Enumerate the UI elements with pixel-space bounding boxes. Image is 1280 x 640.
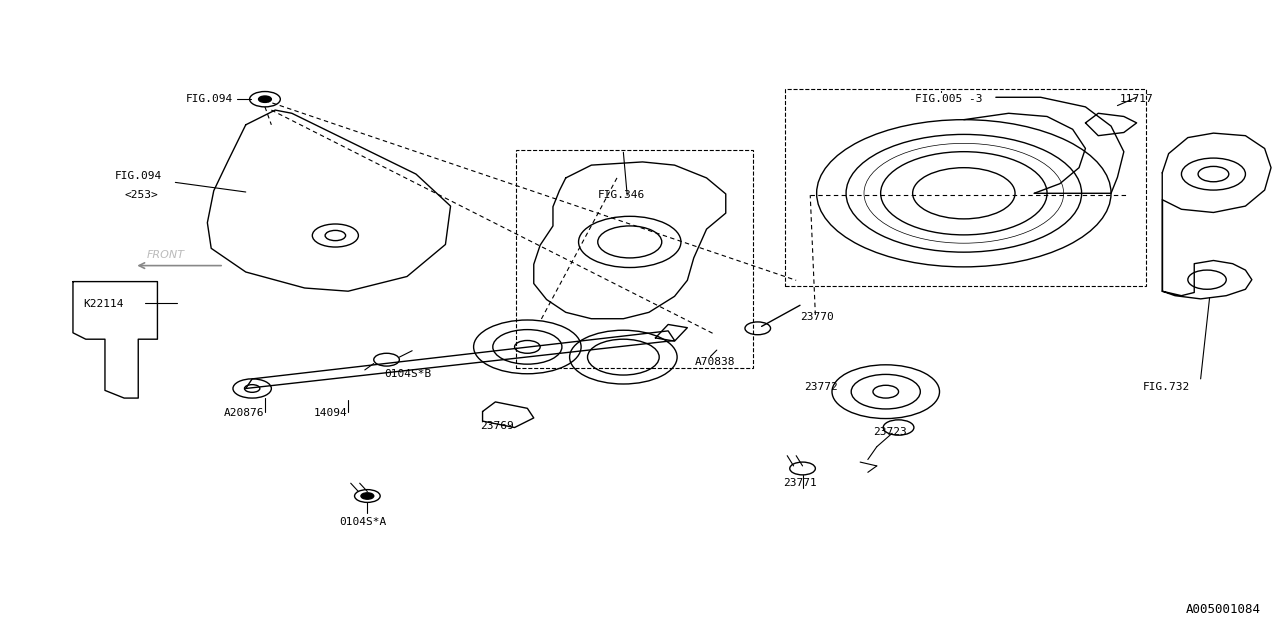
Text: 23723: 23723	[873, 427, 906, 437]
Text: FRONT: FRONT	[147, 250, 186, 260]
Text: FIG.094: FIG.094	[186, 94, 233, 104]
Text: A70838: A70838	[695, 356, 736, 367]
Text: <253>: <253>	[124, 190, 157, 200]
Text: K22114: K22114	[83, 299, 124, 309]
Text: FIG.094: FIG.094	[115, 171, 163, 181]
Circle shape	[361, 493, 374, 499]
Text: 0104S*B: 0104S*B	[384, 369, 431, 380]
Text: 23772: 23772	[804, 382, 837, 392]
Text: A005001084: A005001084	[1185, 603, 1261, 616]
Text: A20876: A20876	[224, 408, 265, 418]
Text: 23771: 23771	[783, 478, 817, 488]
Text: 23770: 23770	[800, 312, 833, 322]
Circle shape	[259, 96, 271, 102]
Text: 0104S*A: 0104S*A	[339, 516, 387, 527]
Text: 23769: 23769	[480, 420, 513, 431]
Text: 11717: 11717	[1120, 94, 1153, 104]
Text: FIG.005 -3: FIG.005 -3	[915, 94, 983, 104]
Text: FIG.346: FIG.346	[598, 190, 645, 200]
Text: FIG.732: FIG.732	[1143, 382, 1190, 392]
Text: 14094: 14094	[314, 408, 347, 418]
